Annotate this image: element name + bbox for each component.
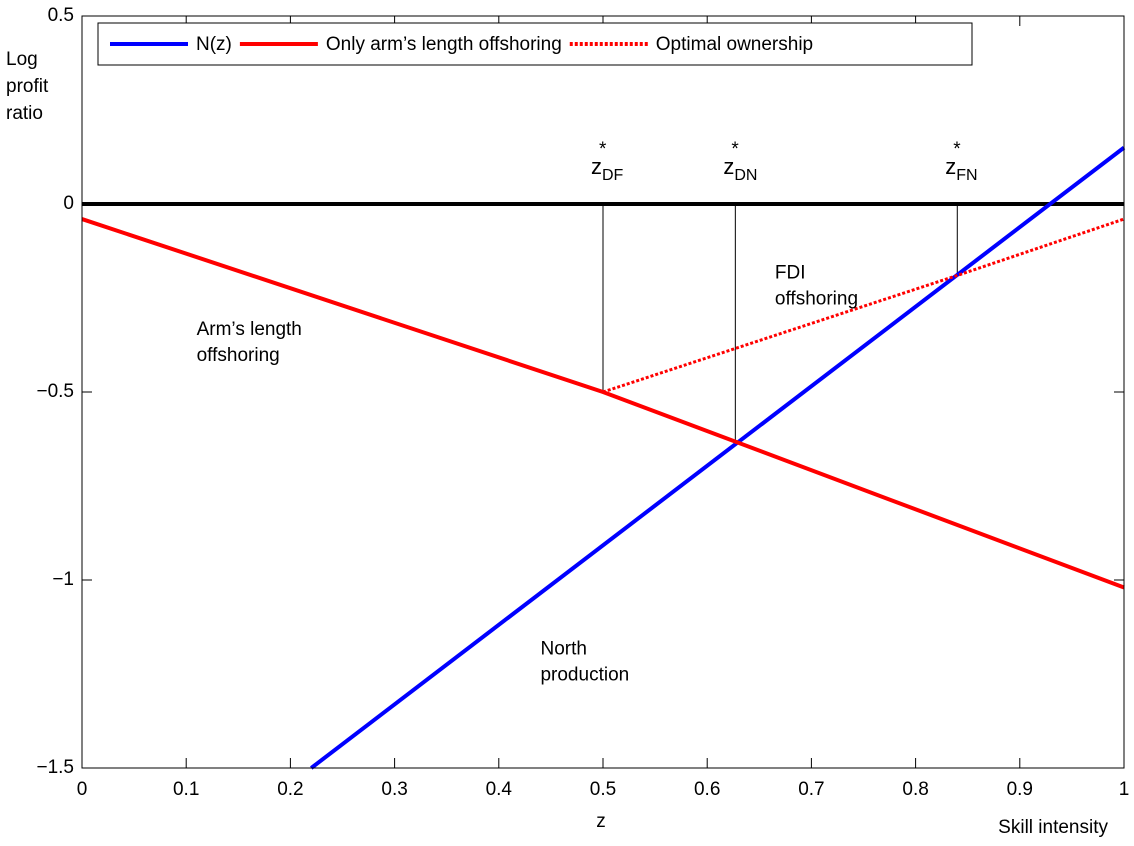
y-tick-label: 0.5 bbox=[48, 5, 74, 26]
threshold-symbol: z bbox=[945, 154, 956, 179]
threshold-sup: * bbox=[599, 139, 607, 160]
x-axis-label: z bbox=[596, 811, 606, 832]
annotation: North bbox=[540, 639, 586, 660]
annotation: Arm’s length bbox=[197, 319, 302, 340]
y-axis-label: ratio bbox=[6, 103, 43, 124]
y-axis-label: profit bbox=[6, 76, 49, 97]
legend-label: Optimal ownership bbox=[656, 34, 813, 55]
annotation: production bbox=[540, 665, 629, 686]
x-tick-label: 0.5 bbox=[590, 779, 616, 800]
x-tick-label: 0.1 bbox=[173, 779, 199, 800]
threshold-label: zFN bbox=[945, 154, 977, 184]
y-tick-label: −1.5 bbox=[36, 757, 74, 778]
threshold-sub: DF bbox=[602, 167, 624, 184]
threshold-label: zDF bbox=[591, 154, 624, 184]
y-axis-label: Log bbox=[6, 49, 38, 70]
annotation: FDI bbox=[775, 263, 806, 284]
y-tick-label: −0.5 bbox=[36, 381, 74, 402]
series-line bbox=[602, 217, 1125, 394]
y-tick-label: 0 bbox=[63, 193, 74, 214]
threshold-sub: DN bbox=[734, 167, 757, 184]
threshold-label: zDN bbox=[723, 154, 757, 184]
x-tick-label: 0 bbox=[77, 779, 88, 800]
x-tick-label: 0.9 bbox=[1007, 779, 1033, 800]
y-tick-label: −1 bbox=[52, 569, 74, 590]
legend-label: N(z) bbox=[196, 34, 232, 55]
annotation: offshoring bbox=[197, 345, 280, 366]
legend-label: Only arm’s length offshoring bbox=[326, 34, 562, 55]
threshold-symbol: z bbox=[591, 154, 602, 179]
x-tick-label: 0.2 bbox=[277, 779, 303, 800]
x-tick-label: 0.7 bbox=[798, 779, 824, 800]
threshold-symbol: z bbox=[723, 154, 734, 179]
series-line bbox=[310, 146, 1126, 770]
threshold-sup: * bbox=[953, 139, 961, 160]
x-axis-title: Skill intensity bbox=[998, 817, 1108, 838]
threshold-sup: * bbox=[731, 139, 739, 160]
annotation: offshoring bbox=[775, 289, 858, 310]
x-tick-label: 0.4 bbox=[486, 779, 513, 800]
x-tick-label: 0.3 bbox=[381, 779, 407, 800]
threshold-sub: FN bbox=[956, 167, 977, 184]
x-tick-label: 0.8 bbox=[902, 779, 928, 800]
x-tick-label: 0.6 bbox=[694, 779, 720, 800]
x-tick-label: 1 bbox=[1119, 779, 1130, 800]
